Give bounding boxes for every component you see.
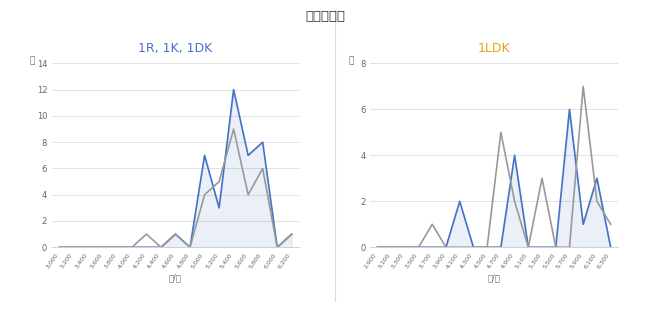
- X-axis label: 円/㎡: 円/㎡: [169, 274, 182, 283]
- X-axis label: 円/㎡: 円/㎡: [488, 274, 500, 283]
- Text: 築１－３年: 築１－３年: [305, 10, 345, 23]
- Text: 件: 件: [30, 56, 35, 65]
- Title: 1LDK: 1LDK: [478, 42, 510, 55]
- Text: 件: 件: [348, 56, 354, 65]
- Title: 1R, 1K, 1DK: 1R, 1K, 1DK: [138, 42, 213, 55]
